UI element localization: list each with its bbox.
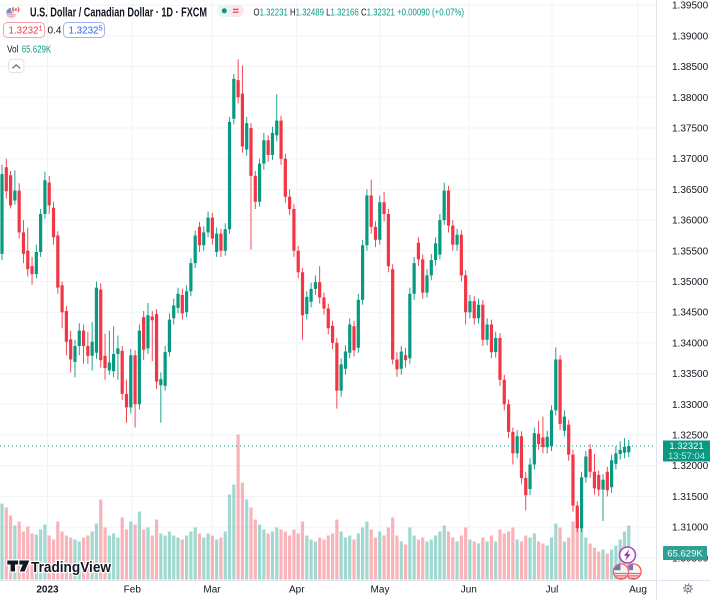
svg-text:Jul: Jul (546, 585, 559, 596)
svg-text:1.39000: 1.39000 (672, 31, 709, 42)
svg-text:1.32325: 1.32325 (69, 24, 103, 37)
svg-text:1.37500: 1.37500 (672, 124, 709, 135)
svg-text:May: May (371, 585, 390, 596)
svg-text:1.33500: 1.33500 (672, 369, 709, 380)
svg-text:1.35000: 1.35000 (672, 277, 709, 288)
svg-text:65.629K: 65.629K (22, 44, 52, 56)
svg-text:1.35500: 1.35500 (672, 246, 709, 257)
svg-text:Mar: Mar (203, 585, 221, 596)
svg-text:1.34000: 1.34000 (672, 338, 709, 349)
svg-text:1.39500: 1.39500 (672, 1, 709, 12)
svg-text:1.32000: 1.32000 (672, 461, 709, 472)
svg-text:1.31000: 1.31000 (672, 523, 709, 534)
svg-text:1.32321: 1.32321 (9, 24, 43, 37)
svg-text:1.37000: 1.37000 (672, 154, 709, 165)
svg-text:1.31500: 1.31500 (672, 492, 709, 503)
svg-text:O1.32231 H1.32489 L1.32166 C1.: O1.32231 H1.32489 L1.32166 C1.32321 +0.0… (254, 7, 465, 19)
svg-text:Apr: Apr (289, 585, 305, 596)
svg-text:Aug: Aug (629, 585, 647, 596)
svg-text:Jun: Jun (461, 585, 477, 596)
svg-text:1.33000: 1.33000 (672, 400, 709, 411)
svg-text:Vol: Vol (7, 44, 19, 56)
svg-text:Feb: Feb (124, 585, 142, 596)
svg-text:1.36000: 1.36000 (672, 216, 709, 227)
svg-text:13:57:04: 13:57:04 (668, 451, 705, 462)
svg-text:1.32500: 1.32500 (672, 431, 709, 442)
svg-text:0.4: 0.4 (48, 26, 62, 37)
svg-text:1.38500: 1.38500 (672, 62, 709, 73)
svg-text:1.32321: 1.32321 (669, 441, 703, 452)
svg-text:TradingView: TradingView (31, 559, 111, 576)
svg-text:U.S. Dollar / Canadian Dollar: U.S. Dollar / Canadian Dollar · 1D · FXC… (30, 6, 207, 20)
svg-text:1.34500: 1.34500 (672, 308, 709, 319)
svg-text:1.38000: 1.38000 (672, 93, 709, 104)
svg-text:65.629K: 65.629K (667, 549, 703, 560)
svg-text:2023: 2023 (36, 585, 59, 596)
svg-text:1.36500: 1.36500 (672, 185, 709, 196)
